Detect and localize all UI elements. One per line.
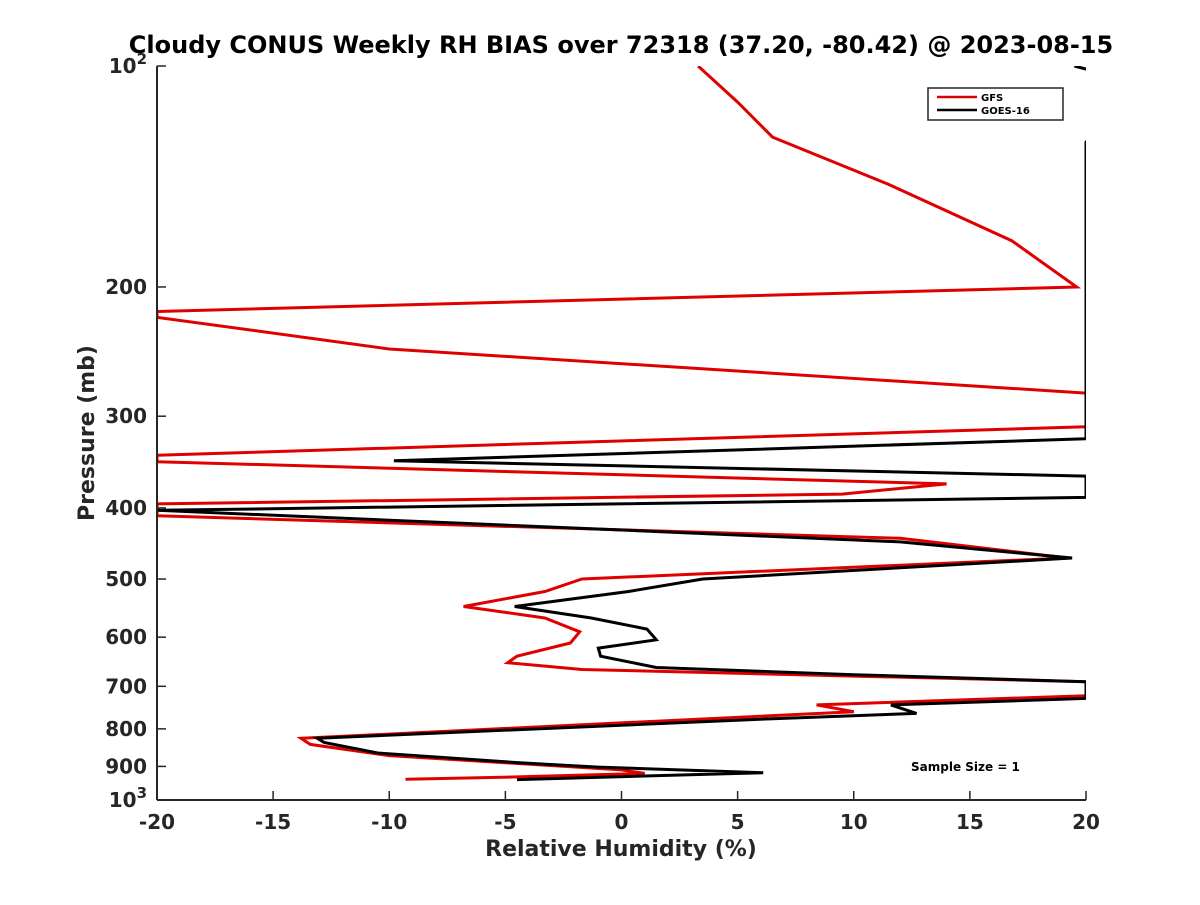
- series-line-goes16: [157, 66, 1086, 782]
- x-tick-label: 15: [956, 810, 984, 834]
- legend-label-goes16: GOES-16: [981, 106, 1030, 117]
- x-tick-label: -10: [371, 810, 407, 834]
- y-tick-label: 300: [105, 404, 147, 428]
- chart-title: Cloudy CONUS Weekly RH BIAS over 72318 (…: [129, 31, 1113, 59]
- y-tick-label: 102: [109, 50, 147, 78]
- sample-size-annotation: Sample Size = 1: [911, 760, 1020, 774]
- y-tick-label: 200: [105, 275, 147, 299]
- x-tick-label: -15: [255, 810, 291, 834]
- x-tick-label: -20: [139, 810, 175, 834]
- x-tick-label: 0: [615, 810, 629, 834]
- x-ticks: -20 -15 -10 -5 0 5 10 15 20: [139, 791, 1100, 834]
- y-tick-label: 700: [105, 674, 147, 698]
- series-layer: [157, 66, 1086, 782]
- series-line-gfs: [157, 66, 1086, 781]
- y-tick-label: 600: [105, 625, 147, 649]
- y-tick-label: 103: [109, 784, 147, 812]
- legend-label-gfs: GFS: [981, 93, 1003, 104]
- y-tick-label: 800: [105, 717, 147, 741]
- x-axis-label: Relative Humidity (%): [485, 837, 757, 862]
- y-tick-label: 400: [105, 496, 147, 520]
- y-axis-label: Pressure (mb): [75, 345, 100, 521]
- x-tick-label: 10: [840, 810, 868, 834]
- y-tick-label: 500: [105, 567, 147, 591]
- x-tick-label: 20: [1072, 810, 1100, 834]
- x-tick-label: 5: [731, 810, 745, 834]
- y-ticks: 102 200 300 400 500 600 700 800 900 103: [105, 50, 166, 812]
- legend-box: [927, 87, 1064, 121]
- legend: GFS GOES-16: [927, 87, 1064, 121]
- axes-layer: [156, 66, 1086, 801]
- y-tick-label: 900: [105, 754, 147, 778]
- x-tick-label: -5: [494, 810, 516, 834]
